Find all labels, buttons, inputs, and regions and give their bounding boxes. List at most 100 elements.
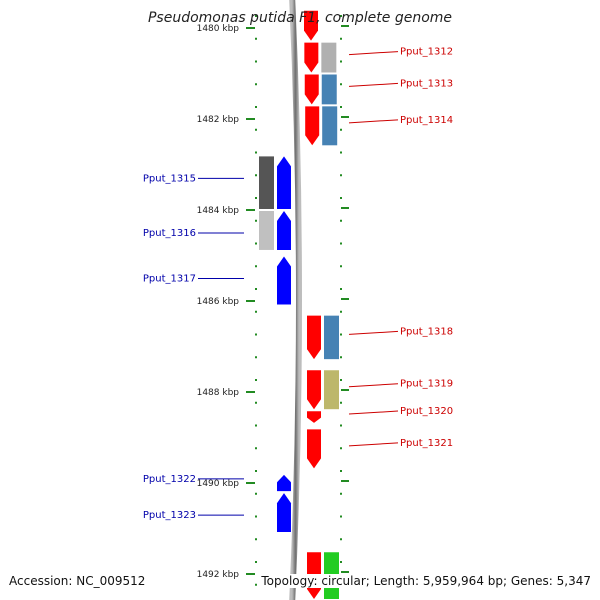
gene-arrow	[307, 411, 321, 423]
guide-dot-right	[340, 401, 342, 404]
guide-dot-right	[340, 333, 342, 336]
gene-label: Pput_1322	[143, 474, 196, 485]
guide-dot-left	[255, 174, 257, 177]
guide-dot-right	[340, 379, 342, 381]
guide-dot-right	[340, 492, 342, 495]
gene-label-leader	[348, 410, 399, 415]
gene-arrow	[304, 74, 319, 105]
guide-dot-left	[255, 424, 257, 427]
dotted-guides	[255, 15, 342, 586]
gene-arrow	[277, 156, 291, 209]
guide-dot-left	[255, 219, 257, 222]
gene-arrow	[277, 474, 291, 492]
gene-arrow	[305, 106, 320, 146]
guide-dot-left	[255, 447, 257, 450]
gene-label: Pput_1314	[400, 115, 453, 126]
guide-dot-right	[340, 60, 342, 63]
guide-dot-left	[255, 106, 257, 108]
guide-dot-right	[340, 447, 342, 450]
gene-arrow	[307, 315, 321, 360]
cog-bar	[321, 42, 337, 73]
gene-label: Pput_1320	[400, 406, 453, 417]
ruler: 1480 kbp 1482 kbp 1484 kbp 1486 kbp 1488 kbp…	[197, 24, 349, 580]
ruler-tick-label: 1486 kbp	[197, 297, 240, 307]
guide-dot-left	[255, 356, 257, 359]
guide-dot-left	[255, 15, 257, 17]
guide-dot-right	[340, 470, 342, 472]
guide-dot-right	[340, 151, 342, 154]
guide-dot-left	[255, 83, 257, 86]
guide-dot-left	[255, 379, 257, 381]
guide-dot-right	[340, 265, 342, 268]
guide-dot-right	[340, 128, 342, 131]
gene-label: Pput_1317	[143, 274, 196, 285]
guide-dot-right	[340, 15, 342, 17]
guide-dot-right	[340, 310, 342, 313]
guide-dot-right	[340, 219, 342, 222]
gene-label: Pput_1316	[143, 228, 196, 239]
guide-dot-left	[255, 583, 257, 586]
gene-label-leader	[348, 330, 399, 335]
gene-label: Pput_1321	[400, 438, 453, 449]
gene-arrow	[304, 10, 318, 41]
gene-arrow	[307, 429, 321, 469]
accession-text: Accession: NC_009512	[9, 574, 146, 588]
gene-label-leader	[348, 82, 399, 87]
guide-dot-right	[340, 242, 342, 245]
ruler-tick-label: 1492 kbp	[197, 570, 240, 580]
guide-dot-right	[340, 83, 342, 86]
gene-arrow	[304, 42, 319, 73]
guide-dot-right	[340, 515, 342, 518]
guide-dot-right	[340, 37, 342, 40]
guide-dot-left	[255, 538, 257, 541]
guide-dot-left	[255, 333, 257, 336]
guide-dot-left	[255, 561, 257, 563]
guide-dot-left	[255, 515, 257, 518]
gene-arrow	[277, 493, 291, 533]
guide-dot-left	[255, 242, 257, 245]
gene-label: Pput_1323	[143, 510, 196, 521]
gene-label: Pput_1312	[400, 47, 453, 58]
guide-dot-left	[255, 151, 257, 154]
guide-dot-right	[340, 288, 342, 290]
gene-label-leader	[348, 442, 399, 447]
gene-label: Pput_1318	[400, 326, 453, 337]
guide-dot-left	[255, 60, 257, 63]
gene-arrow	[307, 370, 321, 410]
cog-bar	[322, 106, 338, 146]
gene-label: Pput_1315	[143, 173, 196, 184]
guide-dot-left	[255, 128, 257, 131]
gene-label: Pput_1313	[400, 78, 453, 89]
gene-arrow	[277, 211, 291, 250]
guide-dot-left	[255, 265, 257, 268]
ruler-tick-label: 1480 kbp	[197, 24, 240, 34]
gene-label: Pput_1319	[400, 379, 453, 390]
guide-dot-right	[340, 174, 342, 177]
gene-label-leader	[348, 383, 399, 388]
ruler-tick-label: 1490 kbp	[197, 479, 240, 489]
guide-dot-left	[255, 492, 257, 495]
guide-dot-left	[255, 37, 257, 40]
guide-dot-right	[340, 424, 342, 427]
guide-dot-left	[255, 288, 257, 290]
gene-arrow	[277, 256, 291, 305]
gene-label-leader	[348, 51, 399, 56]
map-title: Pseudomonas putida F1, complete genome	[147, 10, 453, 26]
guide-dot-right	[340, 106, 342, 108]
backbone-strand	[289, 0, 302, 600]
guide-dot-left	[255, 401, 257, 404]
guide-dot-right	[340, 356, 342, 359]
ruler-tick-label: 1482 kbp	[197, 115, 240, 125]
cog-bar	[321, 74, 337, 105]
backbone-layer	[289, 0, 302, 600]
cog-bar	[324, 315, 339, 360]
cog-bar	[324, 370, 339, 410]
ruler-tick-label: 1484 kbp	[197, 206, 240, 216]
guide-dot-left	[255, 197, 257, 199]
gene-label-leader	[348, 119, 399, 124]
gene-labels: Pput_1312 Pput_1313 Pput_1314 Pput_1315 Pput…	[143, 47, 453, 522]
genome-summary-text: Topology: circular; Length: 5,959,964 bp…	[261, 574, 591, 588]
guide-dot-right	[340, 538, 342, 541]
guide-dot-right	[340, 197, 342, 199]
